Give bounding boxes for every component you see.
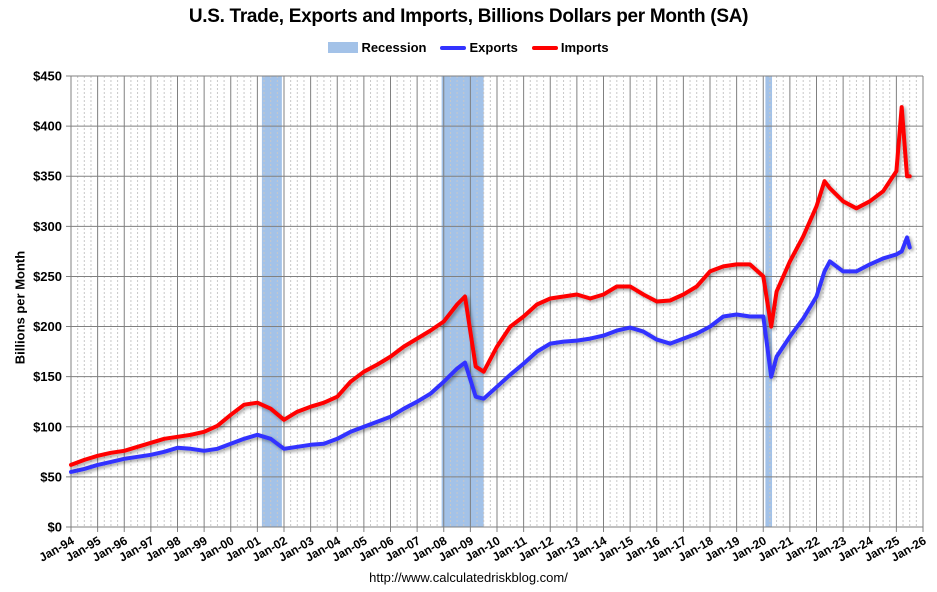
legend-item-exports: Exports [440,40,518,55]
chart-title: U.S. Trade, Exports and Imports, Billion… [188,6,749,27]
y-tick-label: $250 [33,269,62,284]
legend-label-imports: Imports [560,40,609,55]
gridlines [66,75,924,532]
data-series [69,105,912,474]
imports-line [69,105,912,467]
y-tick-label: $350 [33,169,62,184]
legend-label-exports: Exports [469,40,518,55]
y-tick-label: $150 [33,369,62,384]
y-tick-label: $400 [33,119,62,134]
legend-item-imports: Imports [531,40,609,55]
y-tick-label: $300 [33,219,62,234]
y-tick-label: $0 [48,520,62,535]
exports-line [69,235,912,474]
recession-band [261,76,282,527]
y-tick-label: $450 [33,69,62,84]
y-tick-label: $50 [40,469,62,484]
legend-item-recession: Recession [328,40,426,55]
imports-swatch-icon [531,45,558,50]
legend-label-recession: Recession [361,40,427,55]
recession-swatch-icon [328,42,359,53]
y-tick-label: $100 [33,419,62,434]
y-axis-label: Billions per Month [12,250,28,365]
source-url: http://www.calculatedriskblog.com/ [369,570,568,585]
exports-swatch-icon [440,45,467,50]
y-tick-label: $200 [33,319,62,334]
legend: Recession Exports Imports [0,40,937,55]
